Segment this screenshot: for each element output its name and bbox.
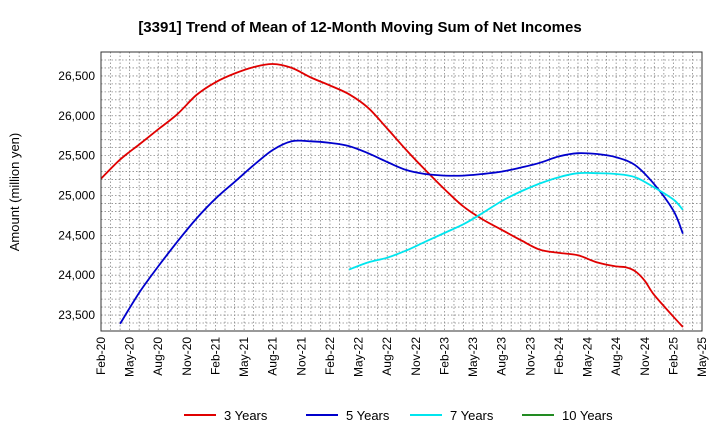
plot-frame <box>100 51 703 332</box>
y-tick-label: 23,500 <box>58 308 95 322</box>
y-axis-label: Amount (million yen) <box>7 133 22 252</box>
y-tick-label: 24,000 <box>58 268 95 282</box>
x-tick-label: Feb-20 <box>94 337 108 375</box>
x-tick-label: Feb-25 <box>666 337 680 375</box>
x-tick-label: Aug-23 <box>495 337 509 376</box>
x-tick-label: Feb-24 <box>552 337 566 375</box>
y-tick-label: 26,000 <box>58 109 95 123</box>
grid <box>101 52 702 331</box>
x-tick-label: Nov-22 <box>409 337 423 376</box>
x-tick-label: Aug-22 <box>380 337 394 376</box>
chart-title: [3391] Trend of Mean of 12-Month Moving … <box>138 19 581 36</box>
y-tick-label: 24,500 <box>58 228 95 242</box>
y-tick-label: 26,500 <box>58 69 95 83</box>
x-tick-label: May-20 <box>123 337 137 377</box>
x-tick-label: Feb-22 <box>323 337 337 375</box>
series-line-3-years <box>100 63 684 328</box>
x-tick-label: May-24 <box>581 337 595 377</box>
x-tick-label: Nov-24 <box>638 337 652 376</box>
legend-label-7-years: 7 Years <box>450 408 494 423</box>
x-tick-label: May-25 <box>695 337 709 377</box>
series-line-7-years <box>348 171 684 271</box>
y-tick-labels: 23,500 24,000 24,500 25,000 25,500 26,000 26,5… <box>58 69 95 322</box>
x-tick-label: Feb-21 <box>208 337 222 375</box>
x-tick-label: May-21 <box>237 337 251 377</box>
legend-label-5-years: 5 Years <box>346 408 390 423</box>
y-tick-label: 25,500 <box>58 149 95 163</box>
x-tick-label: Feb-23 <box>437 337 451 375</box>
legend-label-3-years: 3 Years <box>224 408 268 423</box>
x-tick-label: Nov-23 <box>523 337 537 376</box>
series-line-5-years <box>119 139 684 325</box>
x-tick-label: Nov-20 <box>180 337 194 376</box>
legend-label-10-years: 10 Years <box>562 408 613 423</box>
x-tick-label: Aug-21 <box>266 337 280 376</box>
x-tick-label: Nov-21 <box>294 337 308 376</box>
x-tick-label: May-22 <box>352 337 366 377</box>
series-lines <box>100 63 684 328</box>
y-tick-label: 25,000 <box>58 188 95 202</box>
x-tick-label: Aug-24 <box>609 337 623 376</box>
x-tick-label: Aug-20 <box>151 337 165 376</box>
legend: 3 Years 5 Years 7 Years 10 Years <box>184 408 613 423</box>
x-tick-labels: Feb-20 May-20 Aug-20 Nov-20 Feb-21 May-21 Aug-… <box>94 337 709 377</box>
x-tick-label: May-23 <box>466 337 480 377</box>
